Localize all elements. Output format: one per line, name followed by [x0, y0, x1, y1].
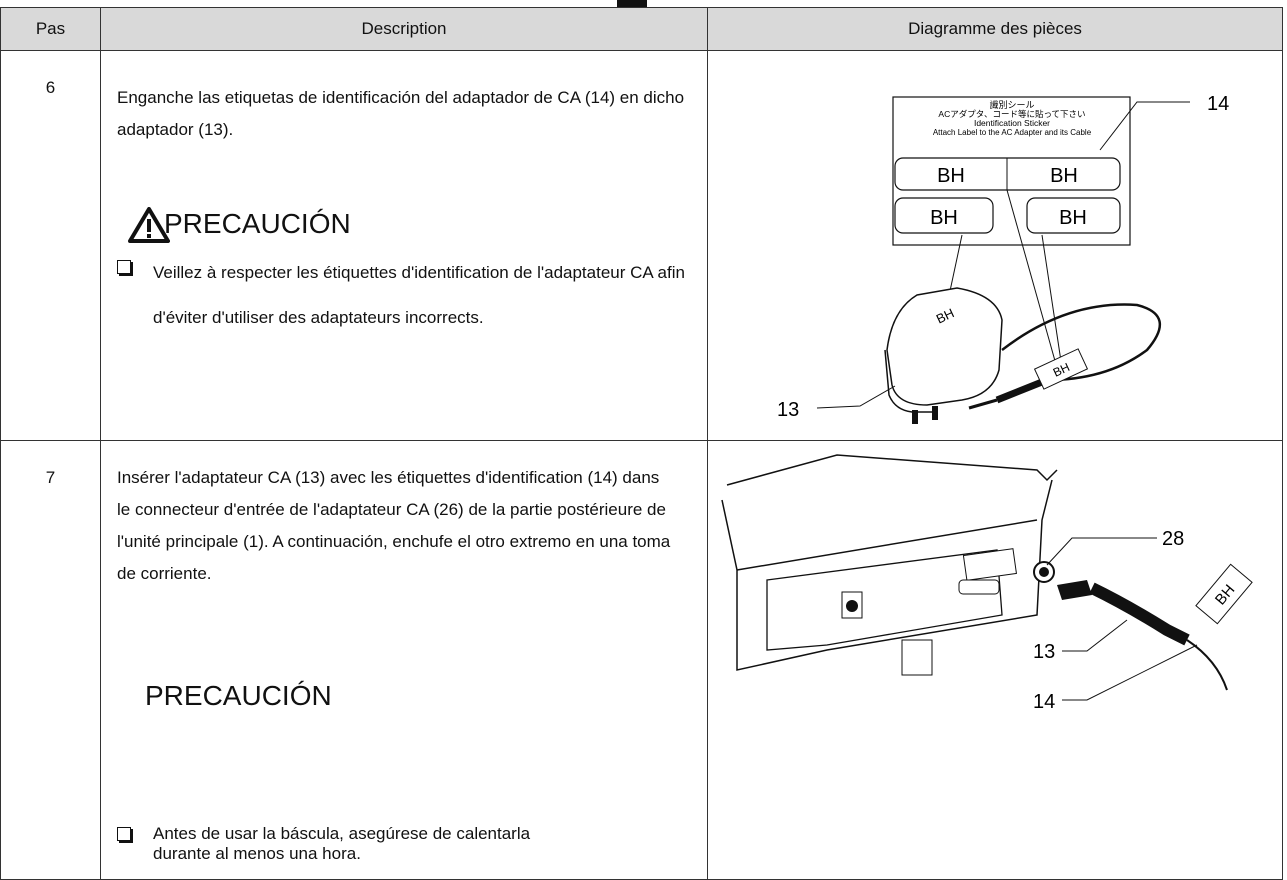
- caution-text: Antes de usar la báscula, asegúrese de c…: [153, 824, 531, 863]
- description: Enganche las etiquetas de identificación…: [117, 88, 685, 139]
- sticker-text: 識別シール: [989, 99, 1034, 110]
- caution-title: PRECAUCIÓN: [164, 208, 351, 239]
- caution-item: Veillez à respecter les étiquettes d'ide…: [113, 250, 688, 340]
- cable-label: BH: [1051, 360, 1072, 380]
- step-number: 7: [45, 468, 56, 487]
- sticker-text: ACアダプタ、コード等に貼って下さい: [938, 109, 1085, 119]
- cell: [0, 50, 101, 441]
- callout: 28: [1162, 528, 1184, 550]
- caution-title: PRECAUCIÓN: [145, 680, 332, 711]
- caution-text: Veillez à respecter les étiquettes d'ide…: [153, 263, 685, 327]
- header-cell: Description: [100, 7, 708, 51]
- sticker-label: BH: [1050, 165, 1078, 187]
- sticker-text: Attach Label to the AC Adapter and its C…: [933, 128, 1092, 137]
- callout: 14: [1207, 93, 1229, 115]
- step-number: 6: [45, 78, 56, 97]
- callout: 13: [777, 399, 799, 421]
- caution-item: Antes de usar la báscula, asegúrese de c…: [113, 824, 633, 864]
- diagram: 識別シール ACアダプタ、コード等に貼って下さい Identification …: [777, 93, 1229, 424]
- sticker-label: BH: [1059, 207, 1087, 229]
- warning-icon: [128, 207, 170, 243]
- callout: 13: [1033, 641, 1055, 663]
- adapter-label: BH: [934, 305, 957, 326]
- header-cell: Pas: [0, 7, 101, 51]
- description: Insérer l'adaptateur CA (13) avec les ét…: [117, 468, 671, 583]
- callout: 14: [1033, 691, 1055, 713]
- sticker-label: BH: [937, 165, 965, 187]
- header-cell: Diagramme des pièces: [707, 7, 1283, 51]
- diagram: BH 28 13 14: [721, 454, 1253, 713]
- sticker-label: BH: [930, 207, 958, 229]
- sticker-text: Identification Sticker: [974, 118, 1050, 128]
- cell: [0, 440, 101, 880]
